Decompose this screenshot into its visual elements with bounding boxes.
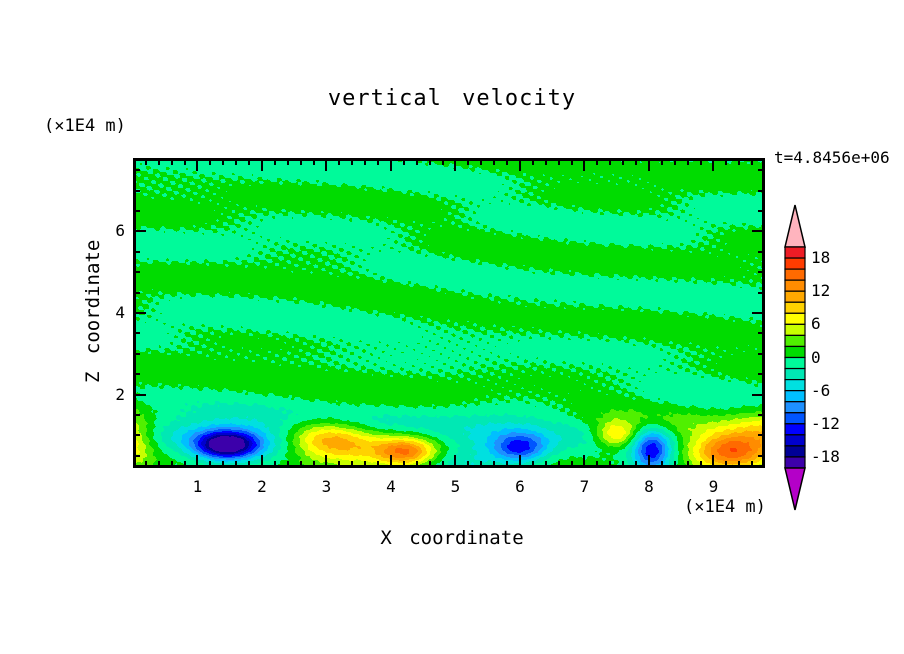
x-tick-label: 9 [708,477,719,496]
colorbar-cell [784,246,806,259]
colorbar [784,204,806,511]
x-tick-label: 2 [257,477,267,496]
colorbar-cell [784,390,806,403]
colorbar-label: 0 [811,348,821,367]
colorbar-label: -18 [811,447,840,466]
colorbar-cell [784,323,806,336]
colorbar-cell [784,356,806,370]
colorbar-cell [784,456,806,469]
colorbar-under-arrow [784,467,806,511]
colorbar-cell [784,268,806,281]
x-tick-label: 1 [192,477,203,496]
y-tick-label: 6 [115,221,125,241]
colorbar-cell [784,445,806,458]
plot-title: vertical velocity [327,86,577,111]
x-axis-unit-label: (×1E4 m) [684,497,766,517]
colorbar-cell [784,334,806,348]
colorbar-cell [784,279,806,292]
z-axis-unit-label: (×1E4 m) [44,116,126,136]
y-tick-label: 2 [115,384,125,404]
colorbar-label: 6 [811,314,821,333]
colorbar-label: 18 [811,248,831,267]
colorbar-cell [784,434,806,447]
time-label: t=4.8456e+06 [774,148,890,167]
x-axis-title: X coordinate [380,527,524,549]
colorbar-cell [784,379,806,392]
colorbar-cell [784,257,806,270]
x-tick-label: 8 [644,477,654,496]
colorbar-cell [784,290,806,303]
colorbar-cell [784,423,806,436]
colorbar-label: -12 [811,414,840,433]
x-tick-label: 7 [579,477,590,496]
y-tick-label: 4 [115,303,125,322]
colorbar-cell [784,367,806,381]
colorbar-cell [784,401,806,414]
x-tick-label: 3 [321,477,332,496]
colorbar-cell [784,301,806,314]
x-tick-label: 4 [386,477,396,496]
colorbar-cell [784,412,806,425]
colorbar-cell [784,312,806,325]
colorbar-label: -6 [811,381,831,400]
colorbar-over-arrow [784,204,806,248]
contour-plot-area [133,158,765,468]
colorbar-cell [784,345,806,359]
colorbar-label: 12 [811,281,831,300]
x-tick-label: 6 [515,477,525,496]
x-tick-label: 5 [450,477,461,496]
